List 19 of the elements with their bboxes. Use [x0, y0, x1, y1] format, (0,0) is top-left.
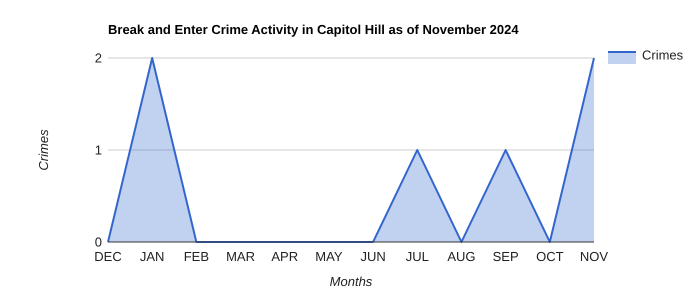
x-tick-label: MAY: [315, 249, 343, 264]
x-tick-label: APR: [271, 249, 298, 264]
x-tick-label: JUN: [360, 249, 386, 264]
x-tick-label: MAR: [226, 249, 255, 264]
legend-label: Crimes: [642, 47, 684, 62]
x-tick-label: SEP: [492, 249, 519, 264]
x-tick-label: JUL: [406, 249, 429, 264]
x-axis-title: Months: [330, 274, 373, 289]
y-tick-label: 0: [94, 234, 102, 250]
x-tick-label: JAN: [140, 249, 164, 264]
x-tick-label: FEB: [184, 249, 210, 264]
y-tick-label: 2: [94, 50, 102, 66]
x-tick-label: DEC: [94, 249, 122, 264]
x-tick-label: NOV: [580, 249, 608, 264]
y-axis-title: Crimes: [36, 128, 51, 171]
x-tick-label: OCT: [536, 249, 564, 264]
chart-title: Break and Enter Crime Activity in Capitol Hill as of November 2024: [108, 22, 520, 37]
y-tick-label: 1: [94, 142, 102, 158]
x-tick-label: AUG: [447, 249, 476, 264]
